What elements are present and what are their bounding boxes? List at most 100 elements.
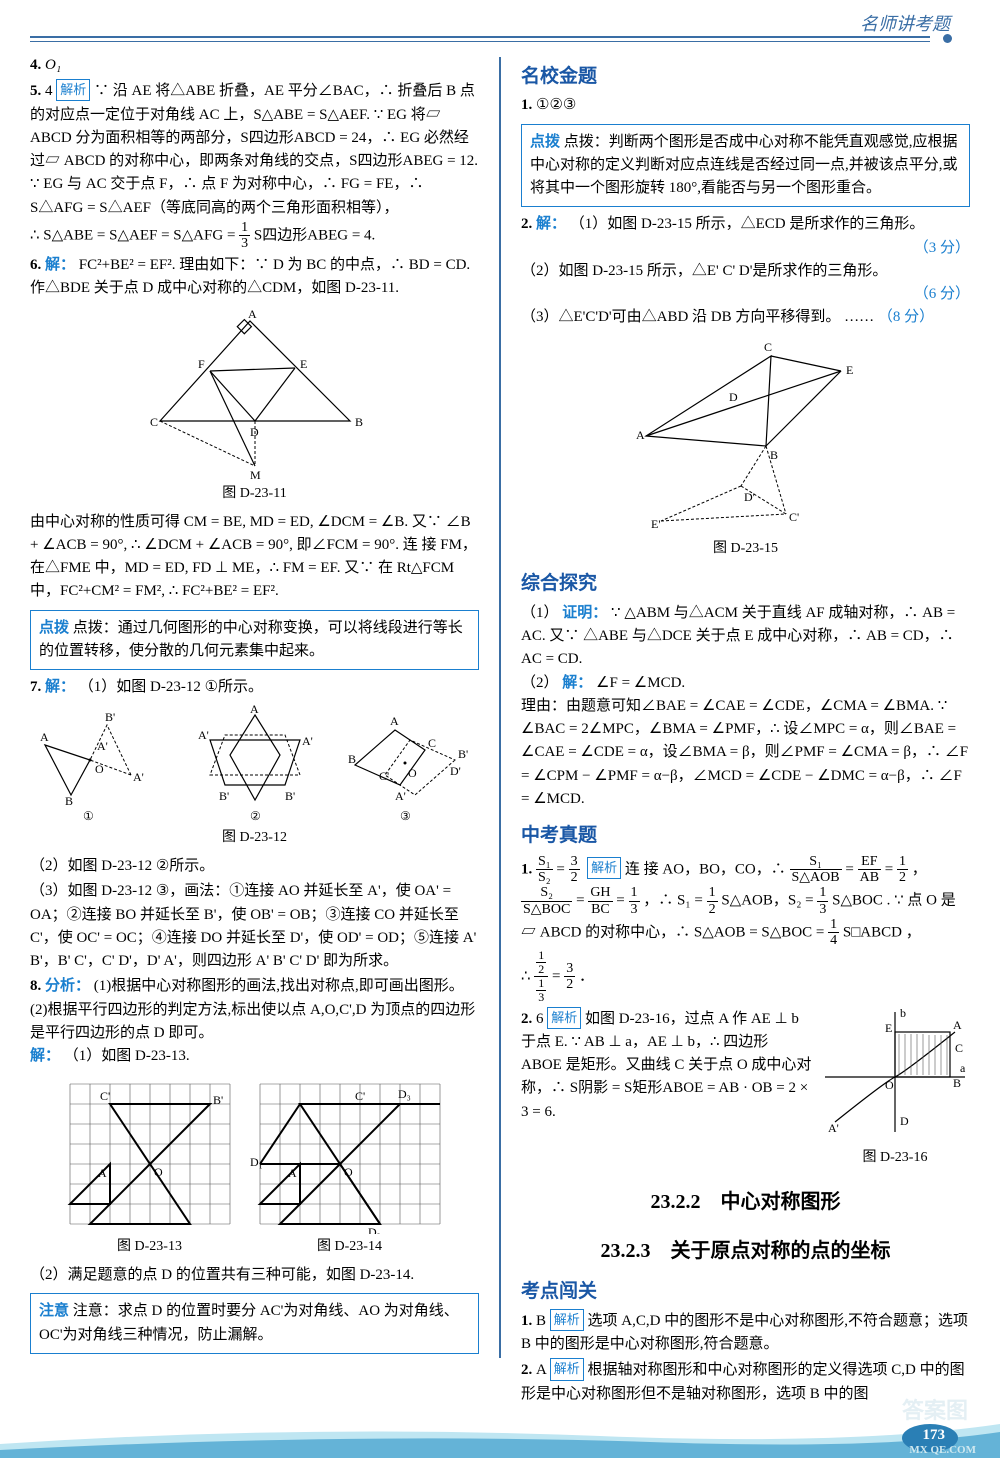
svg-text:A: A xyxy=(288,1166,297,1180)
q5: 5. 4 解析 ∵ 沿 AE 将△ABE 折叠，AE 平分∠BAC，∴ 折叠后 … xyxy=(30,79,479,251)
fig-d23-11-svg: C B A F E D M xyxy=(120,306,390,481)
r4-f3: 12 xyxy=(897,854,908,886)
svg-text:C: C xyxy=(764,340,772,354)
svg-text:E: E xyxy=(885,1021,892,1035)
q7-a: （1）如图 D-23-12 ①所示。 xyxy=(79,679,263,695)
q6-tip-text: 点拨：通过几何图形的中心对称变换，可以将线段进行等长的位置转移，使分散的几何元素… xyxy=(39,620,463,659)
q7-kw: 解： xyxy=(45,679,75,695)
r2: 2. 解： （1）如图 D-23-15 所示，△ECD 是所求作的三角形。 （3… xyxy=(521,213,970,329)
r6: 1. B 解析 选项 A,C,D 中的图形不是中心对称图形,不符合题意；选项 B… xyxy=(521,1309,970,1357)
r6-tag: 解析 xyxy=(550,1309,584,1331)
svg-text:C': C' xyxy=(789,510,799,524)
fig-d23-16-cap: 图 D-23-16 xyxy=(820,1147,970,1169)
r2-kw: 解： xyxy=(536,216,566,232)
svg-text:E: E xyxy=(846,363,853,377)
fig-d23-14-cap: 图 D-23-14 xyxy=(250,1236,450,1258)
svg-text:C': C' xyxy=(355,1089,365,1103)
r4-f9: 14 xyxy=(828,917,839,949)
r4-eq: = xyxy=(556,861,568,877)
fig-d23-16-svg: a b A B C E O A' D xyxy=(820,1007,970,1137)
tip-kw: 点拨 xyxy=(39,620,69,636)
tip-kw3: 点拨 xyxy=(530,134,560,150)
svg-text:B': B' xyxy=(105,710,115,724)
r3-a-kw: 证明： xyxy=(562,605,607,621)
r3-b-ans: ∠F = ∠MCD. xyxy=(596,675,685,691)
sec-zkzt: 中考真题 xyxy=(521,821,970,850)
svg-text:B': B' xyxy=(213,1093,223,1107)
r5-ans: 6 xyxy=(536,1011,547,1027)
r4-body1: 连 接 AO，BO，CO，∴ xyxy=(625,861,790,877)
q5-ans: 4 xyxy=(45,83,56,99)
svg-text:C': C' xyxy=(100,1089,110,1103)
r2-sc: （8 分） xyxy=(878,309,934,325)
q6-num: 6. xyxy=(30,257,45,273)
r6-num: 1. xyxy=(521,1313,536,1329)
q4-num: 4. xyxy=(30,57,41,73)
r7-num: 2. xyxy=(521,1362,536,1378)
svg-text:C: C xyxy=(428,736,436,750)
svg-text:A: A xyxy=(390,714,399,728)
left-column: 4. O₁ 5. 4 解析 ∵ 沿 AE 将△ABE 折叠，AE 平分∠BAC，… xyxy=(30,52,479,1408)
q7: 7. 解： （1）如图 D-23-12 ①所示。 xyxy=(30,676,479,699)
q8-num: 8. xyxy=(30,978,45,994)
fig-d23-15-svg: A B C D E D' E' C' xyxy=(616,336,876,536)
r4-body2: ，∴ S₁ = xyxy=(643,893,706,909)
q8-a: (1)根据中心对称图形的画法,找出对称点,即可画出图形。(2)根据平行四边形的判… xyxy=(30,978,475,1041)
r4-ans-frac: S₁ S₂ xyxy=(536,854,553,886)
r7-body: 根据轴对称图形和中心对称图形的定义得选项 C,D 中的图形是中心对称图形但不是轴… xyxy=(521,1362,965,1401)
svg-text:C: C xyxy=(955,1041,963,1055)
r3-b: 理由：由题意可知∠BAE = ∠CAE = ∠CDE，∠CMA = ∠BMA. … xyxy=(521,698,968,807)
page-footer: 173 MX QE.COM 答案图 xyxy=(0,1410,1000,1458)
svg-text:F: F xyxy=(198,357,205,371)
q4: 4. O₁ xyxy=(30,54,479,77)
q5-body: ∵ 沿 AE 将△ABE 折叠，AE 平分∠BAC，∴ 折叠后 B 点的对应点一… xyxy=(30,83,478,215)
q7-num: 7. xyxy=(30,679,45,695)
tip-kw2: 注意 xyxy=(39,1303,69,1319)
svg-text:A': A' xyxy=(133,770,144,784)
fig-d23-11-cap: 图 D-23-11 xyxy=(30,483,479,505)
q8-b: （1）如图 D-23-13. xyxy=(64,1048,190,1064)
right-column: 名校金题 1. ①②③ 点拨 点拨：判断两个图形是否成中心对称不能凭直观感觉,应… xyxy=(521,52,970,1408)
svg-text:D: D xyxy=(250,425,259,439)
q5-num: 5. xyxy=(30,83,41,99)
q5-last: ∴ S△ABE = S△AEF = S△AFG = xyxy=(30,227,239,243)
svg-text:A: A xyxy=(636,428,645,442)
r5: 2. 6 解析 如图 D-23-16，过点 A 作 AE ⊥ b 于点 E. ∵… xyxy=(521,1007,970,1169)
svg-text:D₂: D₂ xyxy=(368,1225,381,1234)
svg-text:D': D' xyxy=(744,490,755,504)
svg-text:A: A xyxy=(953,1018,962,1032)
r2-num: 2. xyxy=(521,216,536,232)
q6-b1: FC²+BE² = EF². 理由如下：∵ D 为 BC 的中点，∴ BD = … xyxy=(30,257,470,296)
r2-c: （3）△E'C'D'可由△ABD 沿 DB 方向平移得到。 …… xyxy=(521,309,874,325)
svg-text:b: b xyxy=(900,1007,906,1020)
r3-b-kw: 解： xyxy=(562,675,592,691)
q6-b2: 由中心对称的性质可得 CM = BE, MD = ED, ∠DCM = ∠B. … xyxy=(30,511,479,604)
svg-text:A: A xyxy=(248,307,257,321)
analysis-tag: 解析 xyxy=(56,79,90,101)
fig-d23-11: C B A F E D M 图 D-23-11 xyxy=(30,306,479,505)
r3-a-num: （1） xyxy=(521,605,559,621)
q4-ans: O₁ xyxy=(45,57,61,73)
svg-text:②: ② xyxy=(250,809,261,823)
column-divider xyxy=(499,57,501,1358)
r3-b-num: （2） xyxy=(521,675,559,691)
fig-d23-12-cap: 图 D-23-12 xyxy=(30,827,479,849)
sec-zhtj: 综合探究 xyxy=(521,569,970,598)
svg-text:B': B' xyxy=(219,789,229,803)
svg-text:D: D xyxy=(900,1114,909,1128)
svg-text:C': C' xyxy=(379,769,389,783)
fig-d23-15: A B C D E D' E' C' 图 D-23-15 xyxy=(521,336,970,560)
sec-mxjt: 名校金题 xyxy=(521,62,970,91)
svg-text:A: A xyxy=(40,730,49,744)
q8-c: （2）满足题意的点 D 的位置共有三种可能，如图 D-23-14. xyxy=(30,1264,479,1287)
svg-text:D: D xyxy=(729,390,738,404)
svg-text:A': A' xyxy=(828,1121,839,1135)
r5-tag: 解析 xyxy=(547,1007,581,1029)
r4-f7: 12 xyxy=(707,885,718,917)
sec-kdcg: 考点闯关 xyxy=(521,1277,970,1306)
r4-f4: S₂S△BOC xyxy=(521,885,572,917)
q8-tip-text: 注意：求点 D 的位置时要分 AC'为对角线、AO 为对角线、OC'为对角线三种… xyxy=(39,1303,459,1342)
svg-text:D': D' xyxy=(450,764,461,778)
svg-text:A: A xyxy=(98,1166,107,1180)
fig-d23-15-cap: 图 D-23-15 xyxy=(521,538,970,560)
